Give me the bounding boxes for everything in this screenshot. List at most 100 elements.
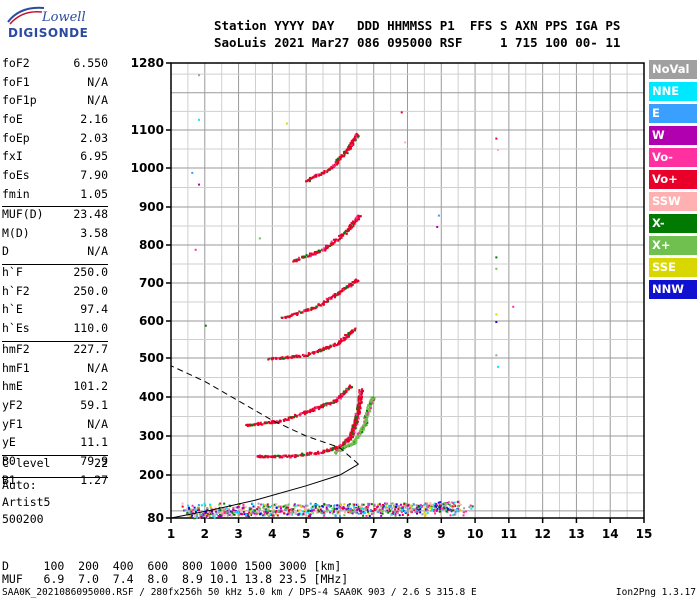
echo-point xyxy=(314,406,317,409)
legend-item: Vo+ xyxy=(649,170,697,189)
echo-point xyxy=(379,509,382,512)
noise-point xyxy=(198,513,201,516)
echo-point xyxy=(347,440,350,443)
noise-point xyxy=(375,508,378,511)
noise-point xyxy=(449,514,452,517)
echo-point xyxy=(434,507,437,510)
echo-point xyxy=(295,354,298,357)
noise-point xyxy=(188,507,191,510)
echo-point xyxy=(311,253,314,256)
param-value: N/A xyxy=(87,360,108,375)
noise-point xyxy=(362,503,365,506)
echo-point xyxy=(340,155,343,158)
echo-point xyxy=(323,247,326,250)
echo-point xyxy=(256,422,259,425)
echo-point xyxy=(351,329,354,332)
echo-point xyxy=(228,508,231,511)
echo-point xyxy=(322,404,325,407)
echo-point xyxy=(299,504,302,507)
echo-point xyxy=(358,411,361,414)
echo-point xyxy=(314,253,317,256)
stray-point xyxy=(258,237,261,240)
noise-point xyxy=(365,514,368,517)
echo-point xyxy=(295,312,298,315)
echo-point xyxy=(327,245,330,248)
echo-point xyxy=(446,501,449,504)
echo-point xyxy=(326,246,329,249)
noise-point xyxy=(205,515,208,518)
noise-point xyxy=(309,502,312,505)
x-tick-label: 14 xyxy=(602,527,619,541)
echo-point xyxy=(347,332,350,335)
noise-point xyxy=(314,506,317,509)
echo-point xyxy=(354,278,357,281)
noise-point xyxy=(416,511,419,514)
echo-point xyxy=(190,514,193,517)
echo-point xyxy=(357,432,360,435)
echo-point xyxy=(306,180,309,183)
echo-point xyxy=(284,356,287,359)
noise-point xyxy=(394,514,397,517)
echo-point xyxy=(387,511,390,514)
echo-point xyxy=(359,407,362,410)
echo-point xyxy=(292,260,295,263)
echo-point xyxy=(340,234,343,237)
echo-point xyxy=(328,245,331,248)
echo-point xyxy=(274,456,277,459)
echo-point xyxy=(307,452,310,455)
noise-point xyxy=(275,503,278,506)
param-row: MUF(D) 23.48 xyxy=(2,207,108,226)
echo-point xyxy=(366,416,369,419)
x-tick-label: 12 xyxy=(534,527,551,541)
echo-point xyxy=(308,451,311,454)
echo-point xyxy=(344,440,347,443)
echo-point xyxy=(309,513,312,516)
echo-point xyxy=(344,511,347,514)
noise-point xyxy=(339,506,342,509)
echo-point xyxy=(354,133,357,136)
echo-point xyxy=(349,431,352,434)
echo-point xyxy=(361,388,364,391)
echo-point xyxy=(301,255,304,258)
noise-point xyxy=(200,514,203,517)
echo-point xyxy=(224,508,227,511)
noise-point xyxy=(187,504,190,507)
echo-point xyxy=(366,413,369,416)
y-tick-label: 700 xyxy=(139,276,164,290)
echo-point xyxy=(404,504,407,507)
noise-point xyxy=(298,509,301,512)
echo-point xyxy=(196,516,199,519)
echo-point xyxy=(301,452,304,455)
noise-point xyxy=(404,506,407,509)
echo-point xyxy=(349,433,352,436)
noise-point xyxy=(332,510,335,513)
echo-point xyxy=(337,162,340,165)
echo-point xyxy=(222,507,225,510)
echo-point xyxy=(313,252,316,255)
echo-point xyxy=(351,331,354,334)
echo-point xyxy=(298,258,301,261)
noise-point xyxy=(223,502,226,505)
legend-item: X- xyxy=(649,214,697,233)
echo-point xyxy=(346,230,349,233)
echo-point xyxy=(348,384,351,387)
echo-point xyxy=(299,509,302,512)
echo-point xyxy=(356,136,359,139)
echo-point xyxy=(257,421,260,424)
echo-point xyxy=(287,417,290,420)
echo-point xyxy=(357,412,360,415)
echo-point xyxy=(370,407,373,410)
param-value: 110.0 xyxy=(73,321,108,336)
noise-point xyxy=(431,504,434,507)
echo-point xyxy=(311,505,314,508)
noise-point xyxy=(330,504,333,507)
echo-point xyxy=(350,226,353,229)
echo-point xyxy=(211,510,214,513)
noise-point xyxy=(411,504,414,507)
echo-point xyxy=(365,505,368,508)
echo-point xyxy=(330,449,333,452)
param-row: h`F 250.0 xyxy=(2,265,108,284)
noise-point xyxy=(257,510,260,513)
noise-point xyxy=(219,512,222,515)
echo-point xyxy=(349,142,352,145)
